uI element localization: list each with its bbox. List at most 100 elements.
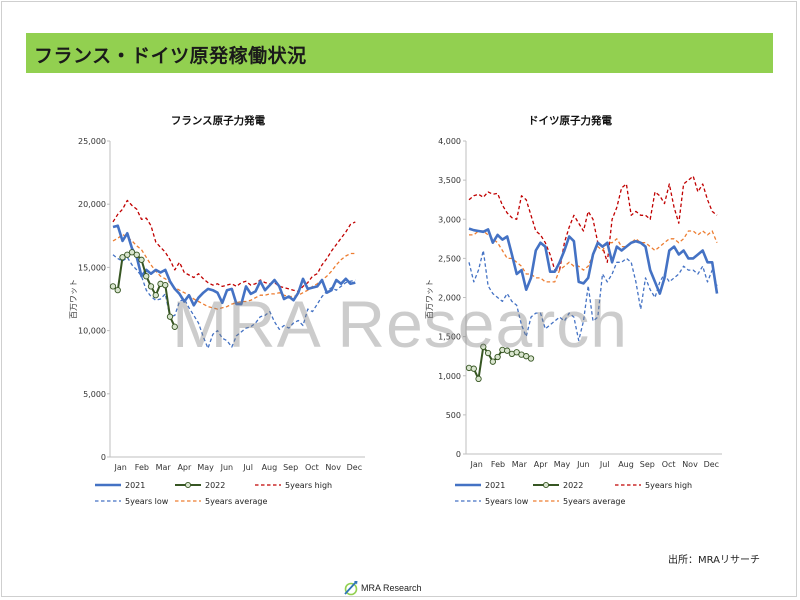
fr-legend-label: 5years low — [125, 497, 169, 506]
de-legend-label: 5years average — [563, 497, 625, 506]
de-legend-marker — [542, 481, 550, 489]
footer-brand: MRA Research — [361, 583, 422, 593]
fr-series-5years-low-line — [112, 254, 356, 349]
de-x-tick-label: Sep — [640, 460, 655, 469]
mra-logo-icon — [344, 581, 358, 596]
fr-x-tick-label: Aug — [262, 463, 278, 472]
fr-2022-point — [162, 281, 169, 289]
fr-x-tick-label: Nov — [325, 463, 341, 472]
fr-x-tick-label: Mar — [156, 463, 172, 472]
fr-y-tick-label: 15,000 — [78, 263, 106, 272]
de-2022-point — [480, 343, 487, 350]
fr-2022-point — [124, 251, 131, 258]
de-2022-point — [527, 355, 535, 362]
de-y-axis-label: 百万ワット — [425, 279, 434, 319]
title-banner: フランス・ドイツ原発稼働状況 — [26, 33, 773, 73]
de-x-tick-label: Aug — [618, 460, 634, 469]
fr-2022-point — [143, 273, 150, 280]
de-2022-point — [504, 347, 511, 354]
de-y-tick-label: 1,500 — [438, 333, 461, 342]
fr-2022-point — [152, 292, 159, 299]
de-x-tick-label: Jan — [469, 460, 482, 469]
de-x-tick-label: Feb — [491, 460, 505, 469]
de-x-tick-label: Jun — [576, 460, 590, 469]
fr-y-tick-label: 5,000 — [83, 390, 106, 399]
de-legend-item: 5years low — [455, 497, 529, 506]
de-x-tick-label: May — [554, 460, 571, 469]
fr-y-tick-label: 20,000 — [78, 200, 106, 209]
de-legend-item: 5years high — [615, 481, 692, 490]
fr-x-tick-label: May — [197, 463, 214, 472]
fr-x-tick-label: Feb — [135, 463, 149, 472]
fr-y-axis-label: 百万ワット — [69, 279, 78, 319]
fr-x-tick-label: Apr — [177, 463, 192, 472]
de-y-tick-label: 3,000 — [438, 215, 461, 224]
fr-2022-point — [133, 251, 140, 258]
fr-2022-point — [128, 249, 136, 256]
de-legend-item: 5years average — [533, 497, 625, 506]
fr-legend-item: 5years low — [95, 497, 169, 506]
fr-legend-item: 5years average — [175, 497, 267, 506]
fr-y-tick-label: 10,000 — [78, 327, 106, 336]
fr-legend-label: 2021 — [125, 481, 145, 490]
fr-legend-label: 5years average — [205, 497, 267, 506]
de-x-tick-label: Apr — [534, 460, 549, 469]
fr-y-tick-label: 25,000 — [78, 137, 106, 146]
de-chart-title: ドイツ原子力発電 — [528, 114, 612, 127]
fr-x-tick-label: Sep — [283, 463, 298, 472]
fr-2022-point — [109, 283, 117, 290]
de-legend-item: 2022 — [533, 481, 583, 490]
de-y-tick-label: 500 — [446, 411, 461, 420]
de-legend-label: 2021 — [485, 481, 505, 490]
fr-x-tick-label: Jan — [113, 463, 126, 472]
de-series-5years-low-line — [468, 249, 718, 342]
fr-legend-marker — [184, 481, 192, 489]
fr-legend-item: 2022 — [175, 481, 225, 490]
de-2022-point — [484, 349, 492, 357]
de-x-tick-label: Jul — [599, 460, 610, 469]
fr-x-tick-label: Oct — [305, 463, 319, 472]
fr-chart-title: フランス原子力発電 — [171, 114, 266, 127]
fr-x-tick-label: Jul — [242, 463, 253, 472]
de-2022-point — [475, 375, 482, 383]
de-legend-label: 5years high — [645, 481, 692, 490]
de-x-tick-label: Mar — [512, 460, 528, 469]
de-y-tick-label: 3,500 — [438, 176, 461, 185]
fr-2022-point — [114, 287, 121, 294]
fr-series-5years-high-line — [112, 199, 356, 293]
fr-legend-item: 2021 — [95, 481, 145, 490]
de-y-tick-label: 1,000 — [438, 372, 461, 381]
de-2022-point — [470, 365, 477, 372]
de-y-tick-label: 2,500 — [438, 254, 461, 263]
de-x-tick-label: Nov — [682, 460, 698, 469]
de-x-tick-label: Oct — [662, 460, 676, 469]
fr-x-tick-label: Dec — [347, 463, 362, 472]
de-y-tick-label: 2,000 — [438, 294, 461, 303]
de-2022-point — [494, 353, 501, 361]
de-2022-point — [489, 358, 496, 365]
fr-legend-item: 5years high — [255, 481, 332, 490]
source-note: 出所：MRAリサーチ — [668, 555, 761, 566]
fr-2022-point — [138, 256, 145, 263]
de-series-5years-high-line — [468, 175, 718, 271]
de-legend-label: 2022 — [563, 481, 583, 490]
fr-2022-point — [171, 323, 178, 330]
fr-x-tick-label: Jun — [220, 463, 234, 472]
fr-2022-point — [166, 313, 174, 320]
fr-series-5years-average-line — [112, 233, 356, 310]
fr-series-2021-line — [112, 224, 356, 307]
de-legend-item: 2021 — [455, 481, 505, 490]
de-legend-label: 5years low — [485, 497, 529, 506]
slide-title: フランス・ドイツ原発稼働状況 — [34, 45, 307, 67]
fr-legend-label: 5years high — [285, 481, 332, 490]
fr-2022-point — [119, 254, 126, 261]
fr-2022-point — [147, 283, 155, 290]
de-x-tick-label: Dec — [704, 460, 719, 469]
fr-legend-label: 2022 — [205, 481, 225, 490]
de-y-tick-label: 0 — [456, 450, 461, 459]
de-series-2021-line — [468, 227, 719, 295]
fr-y-tick-label: 0 — [101, 453, 106, 462]
